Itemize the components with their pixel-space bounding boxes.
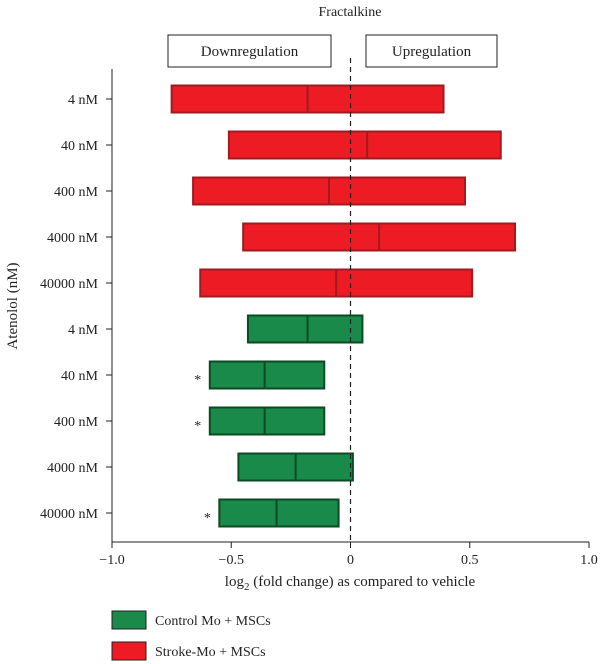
downregulation-label: Downregulation	[201, 44, 299, 60]
control-mo-box	[208, 360, 326, 390]
y-tick-label: 4 nM	[68, 323, 99, 338]
legend-label-stroke-mo: Stroke-Mo + MSCs	[155, 645, 266, 660]
significance-marker: *	[194, 373, 201, 388]
x-tick-label: 0	[347, 553, 354, 568]
y-tick-label: 40 nM	[61, 369, 99, 384]
x-tick-label: −0.5	[219, 553, 244, 568]
y-tick-label: 40000 nM	[40, 507, 99, 522]
x-axis-title: log2 (fold change) as compared to vehicl…	[225, 574, 476, 593]
significance-marker: *	[194, 419, 201, 434]
y-tick-label: 40 nM	[61, 139, 99, 154]
control-mo-box	[218, 498, 340, 528]
plot-area: −1.0 −0.5 0 0.5 1.0 4 nM 40 nM 400 nM 4000 nM 400…	[40, 58, 598, 568]
chart-title: Fractalkine	[319, 5, 382, 20]
x-axis-title-prefix: log	[225, 574, 245, 590]
y-tick-label: 4000 nM	[47, 231, 99, 246]
stroke-mo-box	[227, 130, 502, 160]
x-axis-title-suffix: (fold change) as compared to vehicle	[249, 574, 475, 590]
x-axis-title-subscript: 2	[244, 581, 250, 593]
y-tick-label: 4 nM	[68, 93, 99, 108]
legend: Control Mo + MSCs Stroke-Mo + MSCs	[111, 610, 271, 661]
y-tick-label: 4000 nM	[47, 461, 99, 476]
significance-marker: *	[204, 511, 211, 526]
downregulation-box	[167, 34, 332, 68]
legend-swatch-control-mo	[111, 610, 147, 630]
legend-swatch-stroke-mo	[111, 641, 147, 661]
y-tick-label: 40000 nM	[40, 277, 99, 292]
y-tick-label: 400 nM	[54, 415, 99, 430]
legend-label-control-mo: Control Mo + MSCs	[155, 614, 271, 629]
upregulation-box	[365, 34, 498, 68]
x-tick-label: −1.0	[99, 553, 124, 568]
y-axis-title: Atenolol (nM)	[5, 262, 21, 349]
control-mo-box	[246, 314, 364, 344]
upregulation-label: Upregulation	[392, 44, 472, 60]
control-mo-box	[208, 406, 326, 436]
y-tick-label: 400 nM	[54, 185, 99, 200]
x-tick-label: 1.0	[580, 553, 598, 568]
x-tick-label: 0.5	[461, 553, 479, 568]
